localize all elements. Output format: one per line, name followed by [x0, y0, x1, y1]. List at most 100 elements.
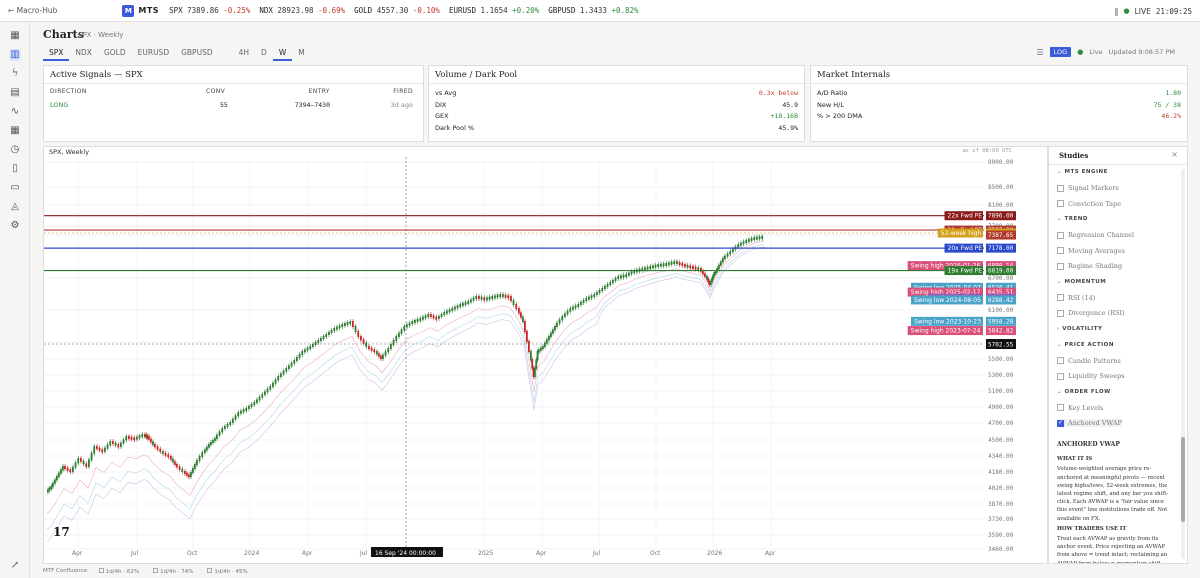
study-item[interactable]: Key Levels: [1057, 404, 1103, 412]
live-dot-icon: ●: [1123, 7, 1130, 15]
tab-ndx[interactable]: NDX: [75, 48, 92, 57]
clock-icon[interactable]: ◷: [10, 144, 20, 155]
candle: [269, 386, 272, 390]
col-direction: DIRECTION: [50, 88, 87, 95]
candle: [144, 434, 146, 437]
study-section[interactable]: ⌄ MTS ENGINE: [1057, 169, 1108, 175]
price-chart[interactable]: SPX, Weekly as of 08:00 UTC 9000.00 8500.…: [43, 146, 1048, 564]
checkbox[interactable]: [1057, 309, 1064, 317]
ticker-eurusd[interactable]: EURUSD 1.1654 +0.20%: [448, 6, 540, 15]
study-section[interactable]: ⌄ PRICE ACTION: [1057, 341, 1114, 348]
candle: [77, 458, 80, 464]
x-tick-label: 2025: [478, 550, 493, 557]
charts-icon[interactable]: ▥: [9, 49, 21, 61]
bar-chart-icon[interactable]: ▤: [10, 87, 20, 98]
candle: [250, 404, 253, 407]
ticker-gbpusd[interactable]: GBPUSD 1.3433 +0.82%: [548, 6, 639, 15]
bell-icon[interactable]: ◬: [11, 201, 19, 212]
candle: [542, 346, 544, 349]
back-link[interactable]: ← Macro-Hub: [8, 6, 58, 15]
study-section[interactable]: › VOLATILITY: [1057, 325, 1103, 332]
candle: [101, 449, 104, 453]
candle: [60, 469, 62, 474]
study-item[interactable]: Liquidity Sweeps: [1057, 372, 1125, 380]
study-section[interactable]: ⌄ TREND: [1057, 216, 1088, 222]
candle: [112, 441, 114, 444]
checkbox[interactable]: [1057, 200, 1064, 207]
candle: [82, 460, 85, 465]
bookmark-icon[interactable]: ▯: [12, 163, 18, 174]
external-link-icon[interactable]: ↗: [10, 560, 20, 571]
table-icon[interactable]: ▦: [10, 125, 20, 136]
checkbox[interactable]: [1057, 247, 1064, 254]
study-item[interactable]: Regression Channel: [1057, 231, 1134, 239]
candle: [365, 342, 368, 347]
candle: [306, 347, 309, 351]
ticker-ndx[interactable]: NDX 28923.98 -0.69%: [259, 6, 346, 15]
chart-canvas[interactable]: 9000.008500.008100.007700.006700.006100.…: [44, 147, 1047, 563]
checkbox[interactable]: [1057, 262, 1064, 270]
candle: [528, 341, 530, 352]
tab-tf-m[interactable]: M: [298, 48, 305, 57]
checkbox[interactable]: [1057, 404, 1064, 411]
ticker-gold[interactable]: GOLD 4557.30 -0.10%: [354, 6, 440, 15]
candle: [443, 312, 446, 315]
study-item[interactable]: Regime Shading: [1057, 262, 1122, 270]
metric-row: GEX +18.16B: [435, 112, 798, 120]
tab-spx[interactable]: SPX: [43, 47, 70, 61]
tab-eurusd[interactable]: EURUSD: [137, 48, 170, 57]
scrollbar[interactable]: [1181, 169, 1185, 559]
close-icon[interactable]: ×: [1171, 150, 1178, 159]
signals-header: DIRECTION CONV ENTRY FIRED: [50, 88, 413, 98]
grid-icon[interactable]: ▦: [10, 30, 20, 41]
candle: [512, 300, 515, 305]
study-item[interactable]: Divergence (RSI): [1057, 309, 1125, 317]
level-value: 7387.65: [988, 232, 1014, 239]
book-icon[interactable]: ▭: [10, 182, 20, 193]
study-item[interactable]: RSI (14): [1057, 294, 1095, 302]
ticker-spx[interactable]: SPX 7389.86 -0.25%: [169, 6, 251, 15]
gear-icon[interactable]: ⚙: [10, 220, 20, 231]
table-row[interactable]: LONG 55 7394–7430 3d ago: [50, 101, 413, 115]
study-item[interactable]: Conviction Tape: [1057, 200, 1121, 208]
checkbox[interactable]: [1057, 231, 1064, 239]
tab-tf-4h[interactable]: 4H: [238, 48, 250, 57]
pause-icon[interactable]: ‖: [1114, 6, 1119, 16]
study-section[interactable]: ⌄ ORDER FLOW: [1057, 388, 1111, 395]
candle: [208, 444, 210, 448]
candle: [724, 255, 726, 259]
study-section[interactable]: ⌄ MOMENTUM: [1057, 278, 1107, 285]
study-item[interactable]: Signal Markers: [1057, 184, 1119, 192]
bolt-icon[interactable]: ϟ: [11, 68, 19, 79]
checkbox[interactable]: [1057, 372, 1064, 380]
studies-title: Studies: [1059, 151, 1089, 160]
candle: [145, 434, 148, 438]
tab-tf-d[interactable]: D: [261, 48, 267, 57]
pulse-icon[interactable]: ∿: [10, 106, 20, 117]
tab-tf-w[interactable]: W: [272, 47, 293, 61]
level-value: 7896.00: [988, 213, 1014, 220]
checkbox[interactable]: [1057, 184, 1064, 192]
candle: [50, 486, 53, 489]
study-item[interactable]: Moving Averages: [1057, 247, 1125, 255]
tab-gbpusd[interactable]: GBPUSD: [181, 48, 213, 57]
checkbox[interactable]: [1057, 419, 1064, 427]
level-value-box: [986, 243, 1016, 253]
study-item[interactable]: Candle Patterns: [1057, 357, 1121, 365]
tab-gold[interactable]: GOLD: [103, 48, 126, 57]
candle: [248, 406, 250, 409]
checkbox[interactable]: [1057, 294, 1064, 301]
study-item[interactable]: Anchored VWAP: [1057, 419, 1122, 427]
candle: [52, 482, 54, 487]
menu-icon[interactable]: ☰: [1036, 47, 1044, 57]
candle: [384, 351, 387, 356]
candle: [654, 264, 657, 268]
candle: [756, 236, 758, 240]
candle: [357, 331, 360, 337]
log-scale-button[interactable]: LOG: [1049, 47, 1072, 57]
checkbox[interactable]: [1057, 357, 1064, 364]
level-label-box: [907, 326, 983, 336]
candle: [718, 264, 720, 269]
candle: [552, 329, 554, 334]
candle: [256, 399, 258, 403]
